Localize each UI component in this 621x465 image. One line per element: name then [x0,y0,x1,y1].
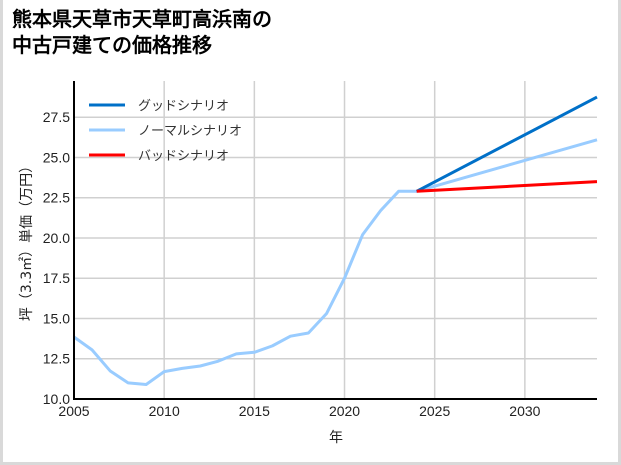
series-line [416,180,598,193]
chart-title: 熊本県天草市天草町高浜南の 中古戸建ての価格推移 [12,6,272,58]
axes [73,81,597,400]
legend-label: グッドシナリオ [138,99,229,114]
y-tick-label: 12.5 [43,351,70,367]
x-tick-label: 2030 [509,403,540,419]
y-tick-label: 20.0 [43,230,70,246]
y-tick-label: 10.0 [43,391,70,407]
y-axis-ticks: 10.0 12.5 15.0 17.5 20.0 22.5 25.0 27.5 [43,109,70,407]
y-tick-label: 17.5 [43,270,70,286]
series-line [73,138,598,387]
x-tick-label: 2015 [239,403,270,419]
legend-label: ノーマルシナリオ [138,124,242,139]
x-axis-label: 年 [329,430,343,446]
x-axis-ticks: 2005 2010 2015 2020 2025 2030 [58,403,540,419]
x-tick-label: 2020 [329,403,360,419]
x-tick-label: 2005 [58,403,89,419]
x-tick-label: 2010 [149,403,180,419]
series-line [415,95,598,193]
y-tick-label: 22.5 [43,190,70,206]
legend-label: バッドシナリオ [138,149,229,164]
chart-title-line-1: 熊本県天草市天草町高浜南の [12,7,272,31]
y-tick-label: 15.0 [43,310,70,326]
x-tick-label: 2025 [419,403,450,419]
y-tick-label: 27.5 [43,109,70,125]
chart-title-line-2: 中古戸建ての価格推移 [12,33,212,57]
series-lines [73,95,598,387]
y-tick-label: 25.0 [43,149,70,165]
y-axis-label: 坪（3.3㎡）単価（万円） [19,159,35,321]
